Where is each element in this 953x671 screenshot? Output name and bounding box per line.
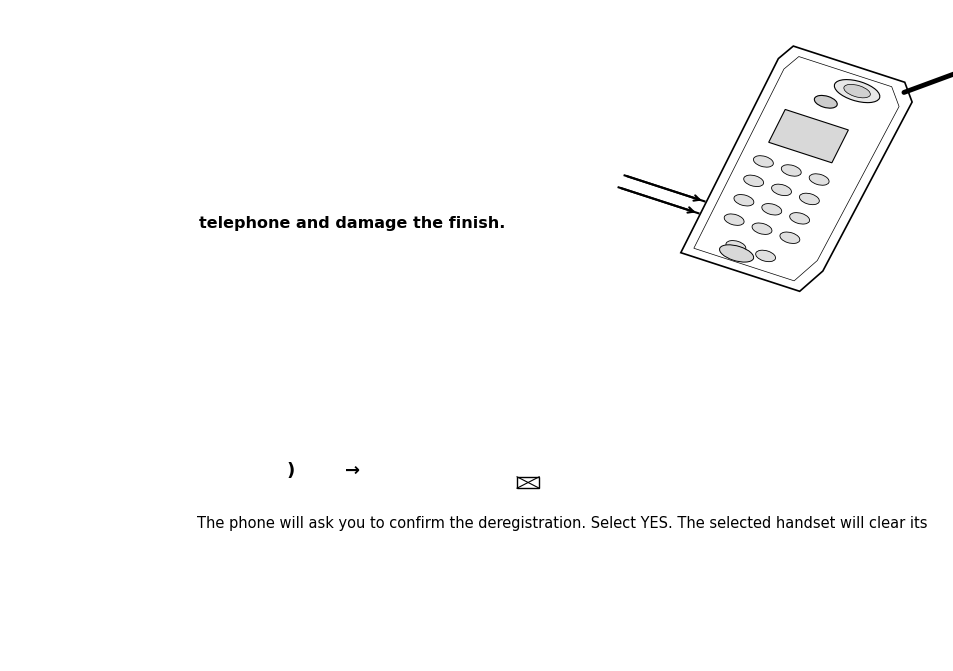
Ellipse shape bbox=[733, 195, 753, 206]
Ellipse shape bbox=[723, 214, 743, 225]
Bar bbox=[517, 477, 538, 488]
Ellipse shape bbox=[834, 80, 879, 103]
Ellipse shape bbox=[814, 95, 837, 108]
Ellipse shape bbox=[719, 245, 753, 262]
Ellipse shape bbox=[780, 232, 799, 244]
Polygon shape bbox=[768, 109, 847, 163]
Ellipse shape bbox=[725, 241, 745, 252]
Ellipse shape bbox=[781, 165, 801, 176]
Ellipse shape bbox=[761, 203, 781, 215]
Text: The phone will ask you to confirm the deregistration. Select YES. The selected h: The phone will ask you to confirm the de… bbox=[196, 515, 926, 531]
Ellipse shape bbox=[789, 213, 809, 224]
Ellipse shape bbox=[753, 156, 773, 167]
Ellipse shape bbox=[751, 223, 771, 234]
Ellipse shape bbox=[771, 184, 791, 195]
Text: →: → bbox=[344, 462, 359, 480]
Ellipse shape bbox=[755, 250, 775, 262]
Text: telephone and damage the finish.: telephone and damage the finish. bbox=[199, 217, 505, 231]
Text: ): ) bbox=[286, 462, 294, 480]
Polygon shape bbox=[680, 46, 911, 291]
Ellipse shape bbox=[843, 85, 869, 98]
Ellipse shape bbox=[808, 174, 828, 185]
Ellipse shape bbox=[743, 175, 762, 187]
Ellipse shape bbox=[799, 193, 819, 205]
